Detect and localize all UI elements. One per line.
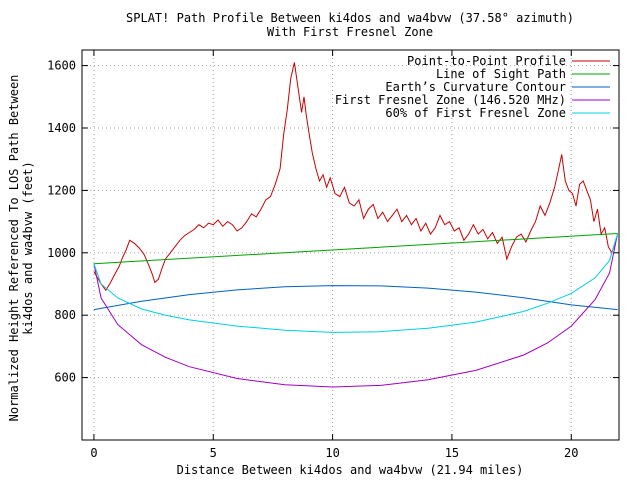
y-tick-label: 1000 xyxy=(47,246,76,260)
legend-label: Earth’s Curvature Contour xyxy=(385,80,566,94)
x-tick-label: 15 xyxy=(445,446,459,460)
y-tick-label: 600 xyxy=(54,371,76,385)
series-lines xyxy=(93,62,619,388)
legend-label: Point-to-Point Profile xyxy=(407,54,566,68)
series-line-first-fresnel-zone-146-520-mhz xyxy=(93,233,619,388)
series-line-line-of-sight-path xyxy=(93,233,618,265)
legend-label: Line of Sight Path xyxy=(436,67,566,81)
series-line-point-to-point-profile xyxy=(93,62,616,292)
chart-title-line-2: With First Fresnel Zone xyxy=(267,25,433,39)
legend-label: 60% of First Fresnel Zone xyxy=(385,106,566,120)
axis-ticks: 0 5 10 15 20 600 800 1000 1200 1400 1600 xyxy=(47,50,619,460)
y-tick-label: 1400 xyxy=(47,121,76,135)
x-tick-label: 0 xyxy=(90,446,97,460)
x-tick-label: 20 xyxy=(564,446,578,460)
y-tick-label: 800 xyxy=(54,308,76,322)
plot-frame xyxy=(81,49,620,441)
series-line-60-of-first-fresnel-zone xyxy=(93,233,619,333)
x-axis-label: Distance Between ki4dos and wa4bvw (21.9… xyxy=(177,463,524,477)
y-axis-label-line-2: ki4dos and wa4bvw (feet) xyxy=(21,161,35,334)
y-tick-label: 1200 xyxy=(47,183,76,197)
series-line-earth-s-curvature-contour xyxy=(93,285,618,311)
legend-label: First Fresnel Zone (146.520 MHz) xyxy=(335,93,566,107)
y-axis-label-line-1: Normalized Height Referenced To LOS Path… xyxy=(7,75,21,422)
x-tick-label: 10 xyxy=(325,446,339,460)
chart-title-line-1: SPLAT! Path Profile Between ki4dos and w… xyxy=(126,11,574,25)
x-tick-label: 5 xyxy=(210,446,217,460)
grid-lines xyxy=(82,50,619,440)
y-tick-label: 1600 xyxy=(47,59,76,73)
